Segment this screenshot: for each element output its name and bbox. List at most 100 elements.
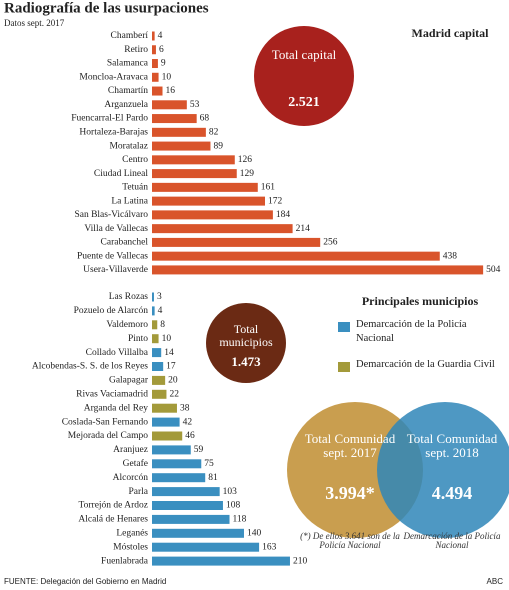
category-label: Moncloa-Aravaca <box>79 72 148 82</box>
subtitle: Datos sept. 2017 <box>4 18 65 28</box>
category-label: Fuenlabrada <box>101 556 149 566</box>
category-label: Rivas Vaciamadrid <box>76 389 148 399</box>
value-label: 8 <box>160 320 165 330</box>
value-label: 129 <box>240 169 255 179</box>
bar <box>152 334 159 344</box>
bar <box>152 265 484 275</box>
source: FUENTE: Delegación del Gobierno en Madri… <box>4 577 166 586</box>
bar <box>152 514 230 524</box>
category-label: Móstoles <box>113 542 148 552</box>
category-label: Centro <box>122 155 148 165</box>
bar <box>152 528 244 538</box>
value-label: 46 <box>185 431 195 441</box>
legend-swatch <box>338 362 350 372</box>
category-label: Usera-Villaverde <box>83 265 148 275</box>
category-label: Collado Villalba <box>86 348 149 358</box>
bar <box>152 237 321 247</box>
category-label: Carabanchel <box>101 238 149 248</box>
callout-label: Total Comunidad sept. 2018 <box>406 431 498 460</box>
bar <box>152 100 187 110</box>
bar <box>152 251 440 261</box>
category-label: Pinto <box>128 334 148 344</box>
callout-circle <box>377 402 509 538</box>
bar <box>152 45 156 55</box>
category-label: Arganzuela <box>104 100 148 110</box>
bar <box>152 86 163 96</box>
category-label: Villa de Vallecas <box>84 224 148 234</box>
bar <box>152 320 158 330</box>
value-label: 504 <box>486 265 501 275</box>
value-label: 16 <box>166 86 176 96</box>
bar <box>152 362 164 371</box>
value-label: 38 <box>180 403 190 413</box>
chart-title: Madrid capital <box>412 26 490 40</box>
value-label: 140 <box>247 528 261 538</box>
bar <box>152 375 166 385</box>
value-label: 9 <box>161 59 166 69</box>
category-label: Ciudad Lineal <box>94 169 148 179</box>
category-label: Fuencarral-El Pardo <box>71 114 148 124</box>
value-label: 20 <box>168 376 178 386</box>
bar <box>152 210 273 220</box>
callout-value: 1.473 <box>231 354 261 369</box>
value-label: 6 <box>159 45 164 55</box>
value-label: 68 <box>200 114 210 124</box>
value-label: 10 <box>162 334 172 344</box>
category-label: Puente de Vallecas <box>77 251 148 261</box>
category-label: Mejorada del Campo <box>68 431 148 441</box>
category-label: Aranjuez <box>113 445 148 455</box>
callout-label: Total municipios <box>219 322 273 349</box>
value-label: 108 <box>226 501 241 511</box>
bar <box>152 72 159 82</box>
bar <box>152 556 290 566</box>
bar <box>152 182 258 192</box>
callout-label: Total Comunidad sept. 2017 <box>304 431 396 460</box>
value-label: 42 <box>183 417 193 427</box>
value-label: 4 <box>158 31 163 41</box>
category-label: Salamanca <box>107 59 149 69</box>
callout-value: 3.994* <box>325 483 375 503</box>
category-label: Torrejón de Ardoz <box>78 501 148 511</box>
bar <box>152 141 211 151</box>
callout-label: Total capital <box>271 47 337 62</box>
legend-swatch <box>338 322 350 332</box>
category-label: La Latina <box>111 196 148 206</box>
value-label: 14 <box>164 348 174 358</box>
bar <box>152 114 197 124</box>
category-label: Parla <box>128 487 148 497</box>
legend-label: Demarcación de la Policía Nacional <box>356 319 467 344</box>
value-label: 3 <box>157 292 162 302</box>
category-label: Hortaleza-Barajas <box>79 128 148 138</box>
value-label: 59 <box>194 445 204 455</box>
category-label: Retiro <box>124 45 148 55</box>
category-label: Galapagar <box>109 376 149 386</box>
callout-note: (*) De ellos 3.641 son de la Policía Nac… <box>300 531 400 551</box>
bar <box>152 348 162 358</box>
bar <box>152 445 191 455</box>
bar <box>152 417 180 427</box>
bar <box>152 542 260 552</box>
category-label: Valdemoro <box>106 320 148 330</box>
callout-value: 4.494 <box>431 483 473 503</box>
category-label: Pozuelo de Alarcón <box>74 306 149 316</box>
bar <box>152 224 293 234</box>
bar <box>152 31 155 41</box>
bar <box>152 196 266 206</box>
bar <box>152 292 154 302</box>
title: Radiografía de las usurpaciones <box>4 0 209 16</box>
value-label: 172 <box>268 196 283 206</box>
bar <box>152 127 206 137</box>
value-label: 126 <box>238 155 253 165</box>
value-label: 438 <box>443 251 458 261</box>
credit: ABC <box>487 577 504 586</box>
category-label: Alcalá de Henares <box>78 515 148 525</box>
bar <box>152 155 235 165</box>
bar <box>152 431 183 441</box>
category-label: Leganés <box>116 528 148 538</box>
value-label: 17 <box>166 362 176 372</box>
value-label: 184 <box>276 210 291 220</box>
category-label: Tetuán <box>122 183 148 193</box>
value-label: 75 <box>204 459 214 469</box>
